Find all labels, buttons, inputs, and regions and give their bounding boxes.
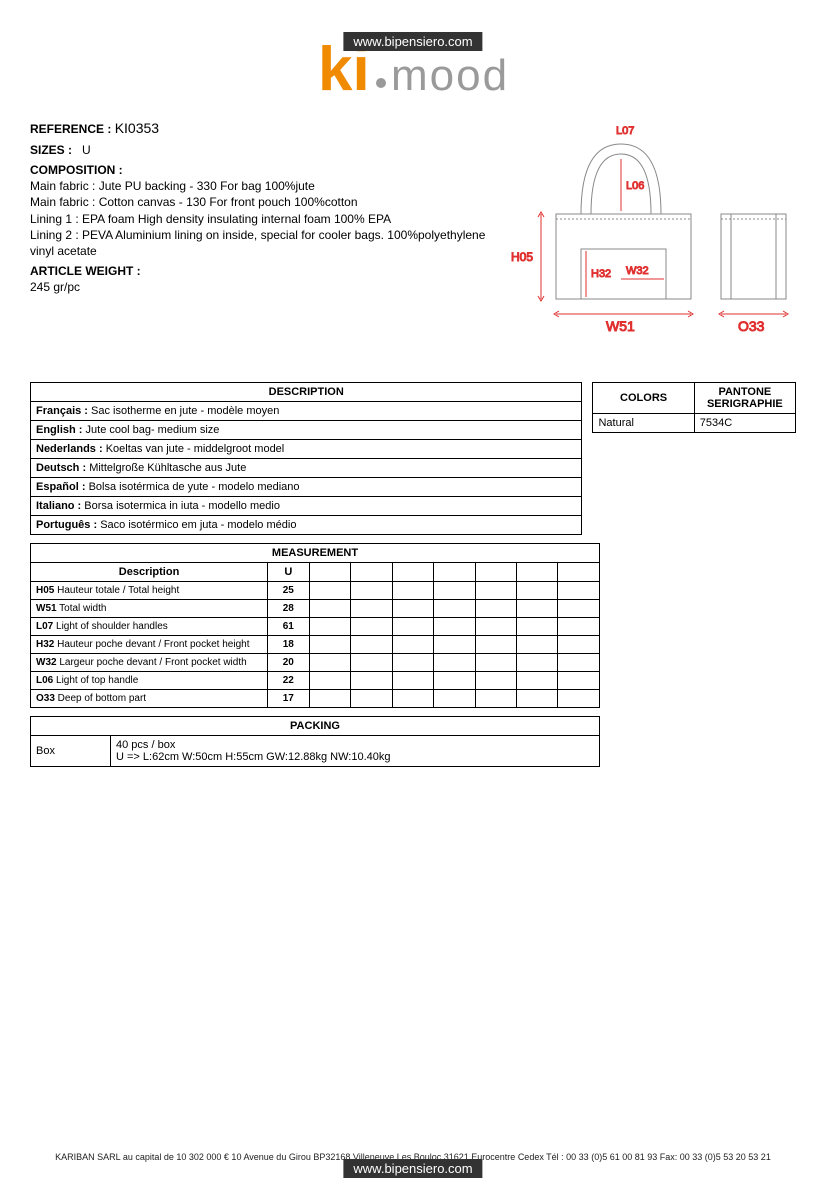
desc-text: Sac isotherme en jute - modèle moyen bbox=[91, 405, 279, 417]
composition-line: Lining 1 : EPA foam High density insulat… bbox=[30, 211, 496, 227]
sizes-row: SIZES : U bbox=[30, 142, 496, 158]
desc-text: Jute cool bag- medium size bbox=[86, 424, 220, 436]
desc-text: Saco isotérmico em juta - modelo médio bbox=[100, 519, 296, 531]
packing-table: PACKING Box 40 pcs / box U => L:62cm W:5… bbox=[30, 716, 600, 767]
dim-l06: L06 bbox=[626, 180, 644, 192]
lang-label: Español : bbox=[36, 481, 86, 493]
packing-line1: 40 pcs / box bbox=[116, 739, 594, 751]
packing-title: PACKING bbox=[31, 717, 600, 736]
dim-o33: O33 bbox=[738, 318, 765, 334]
table-row: W32 Largeur poche devant / Front pocket … bbox=[31, 654, 600, 672]
dim-h32: H32 bbox=[591, 268, 611, 280]
reference-value: KI0353 bbox=[115, 120, 159, 136]
dim-w32: W32 bbox=[626, 265, 649, 277]
table-row: W51 Total width28 bbox=[31, 600, 600, 618]
desc-text: Borsa isotermica in iuta - modello medio bbox=[84, 500, 280, 512]
table-row: O33 Deep of bottom part17 bbox=[31, 690, 600, 708]
reference-row: REFERENCE : KI0353 bbox=[30, 119, 496, 138]
desc-text: Bolsa isotérmica de yute - modelo median… bbox=[89, 481, 300, 493]
lang-label: English : bbox=[36, 424, 82, 436]
table-row: L06 Light of top handle22 bbox=[31, 672, 600, 690]
sizes-label: SIZES : bbox=[30, 143, 72, 157]
colors-table: COLORS PANTONE SERIGRAPHIE Natural 7534C bbox=[592, 382, 796, 433]
bottom-url-badge: www.bipensiero.com bbox=[343, 1159, 482, 1178]
measurement-table: MEASUREMENT Description U H05 Hauteur to… bbox=[30, 543, 600, 708]
measurement-title: MEASUREMENT bbox=[31, 544, 600, 563]
color-pantone: 7534C bbox=[694, 414, 795, 433]
lang-label: Français : bbox=[36, 405, 88, 417]
table-row: L07 Light of shoulder handles61 bbox=[31, 618, 600, 636]
top-url-badge: www.bipensiero.com bbox=[343, 32, 482, 51]
dim-w51: W51 bbox=[606, 318, 635, 334]
desc-text: Mittelgroße Kühltasche aus Jute bbox=[89, 462, 246, 474]
description-table: DESCRIPTION Français : Sac isotherme en … bbox=[30, 382, 582, 535]
packing-label: Box bbox=[31, 736, 111, 767]
product-diagram: H05 W51 O33 L07 L06 bbox=[496, 119, 796, 352]
composition-label: COMPOSITION : bbox=[30, 162, 496, 178]
meas-col-desc: Description bbox=[31, 563, 268, 582]
description-title: DESCRIPTION bbox=[31, 383, 582, 402]
composition-line: Main fabric : Cotton canvas - 130 For fr… bbox=[30, 194, 496, 210]
desc-text: Koeltas van jute - middelgroot model bbox=[106, 443, 285, 455]
packing-line2: U => L:62cm W:50cm H:55cm GW:12.88kg NW:… bbox=[116, 751, 594, 763]
colors-title: COLORS bbox=[593, 383, 694, 414]
article-weight-value: 245 gr/pc bbox=[30, 279, 496, 295]
table-row: H32 Hauteur poche devant / Front pocket … bbox=[31, 636, 600, 654]
reference-label: REFERENCE : bbox=[30, 122, 111, 136]
svg-text:mood: mood bbox=[391, 51, 509, 100]
lang-label: Nederlands : bbox=[36, 443, 103, 455]
sizes-value: U bbox=[82, 143, 91, 157]
composition-line: Lining 2 : PEVA Aluminium lining on insi… bbox=[30, 227, 496, 259]
lang-label: Deutsch : bbox=[36, 462, 86, 474]
dim-h05: H05 bbox=[511, 250, 533, 264]
lang-label: Português : bbox=[36, 519, 97, 531]
pantone-title: PANTONE SERIGRAPHIE bbox=[694, 383, 795, 414]
table-row: H05 Hauteur totale / Total height25 bbox=[31, 582, 600, 600]
composition-line: Main fabric : Jute PU backing - 330 For … bbox=[30, 178, 496, 194]
lang-label: Italiano : bbox=[36, 500, 81, 512]
meas-col-u: U bbox=[268, 563, 309, 582]
article-weight-label: ARTICLE WEIGHT : bbox=[30, 263, 496, 279]
color-name: Natural bbox=[593, 414, 694, 433]
dim-l07: L07 bbox=[616, 125, 634, 137]
